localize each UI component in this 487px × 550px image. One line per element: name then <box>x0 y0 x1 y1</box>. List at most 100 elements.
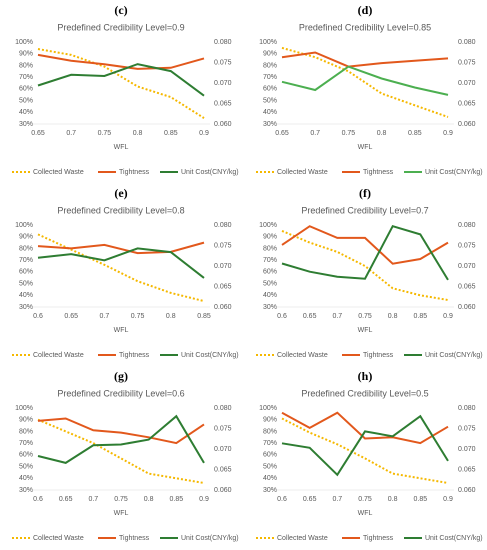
legend-label: Collected Waste <box>33 169 84 176</box>
y2-tick-label: 0.070 <box>214 446 232 453</box>
y2-tick-label: 0.060 <box>458 121 476 128</box>
y-tick-label: 40% <box>263 475 277 482</box>
y2-tick-label: 0.065 <box>214 100 232 107</box>
y-tick-label: 30% <box>263 121 277 128</box>
x-axis-label: WFL <box>358 144 373 151</box>
chart-title: Predefined Credibility Level=0.6 <box>57 388 184 398</box>
y-tick-label: 80% <box>263 245 277 252</box>
y-tick-label: 50% <box>263 463 277 470</box>
y-tick-label: 60% <box>19 452 33 459</box>
x-tick-label: 0.75 <box>342 130 356 137</box>
panel: (g) Predefined Credibility Level=0.6 30% 40… <box>12 369 239 542</box>
x-tick-label: 0.65 <box>303 313 317 320</box>
legend-label: Unit Cost(CNY/kg) <box>425 535 483 542</box>
series-line <box>37 233 205 303</box>
y-tick-label: 90% <box>19 417 33 424</box>
y-tick-label: 50% <box>19 97 33 104</box>
y2-tick-label: 0.060 <box>458 304 476 311</box>
y2-tick-label: 0.080 <box>458 405 476 412</box>
x-tick-label: 0.9 <box>443 313 453 320</box>
y2-tick-label: 0.070 <box>214 263 232 270</box>
series-line <box>281 417 449 484</box>
x-tick-label: 0.8 <box>388 313 398 320</box>
panel: (f) Predefined Credibility Level=0.7 30% 40… <box>256 186 483 359</box>
y-tick-label: 40% <box>19 292 33 299</box>
series-line <box>281 225 449 281</box>
legend-label: Unit Cost(CNY/kg) <box>181 352 239 359</box>
series-line <box>281 411 449 445</box>
y-tick-label: 90% <box>263 417 277 424</box>
y2-tick-label: 0.065 <box>214 466 232 473</box>
x-tick-label: 0.85 <box>170 496 184 503</box>
y-tick-label: 50% <box>19 280 33 287</box>
y-tick-label: 40% <box>263 292 277 299</box>
y2-tick-label: 0.060 <box>214 121 232 128</box>
series-line <box>37 418 205 484</box>
x-tick-label: 0.8 <box>388 496 398 503</box>
y-tick-label: 100% <box>259 39 277 46</box>
legend-label: Unit Cost(CNY/kg) <box>425 352 483 359</box>
x-axis-label: WFL <box>358 327 373 334</box>
y-tick-label: 70% <box>263 440 277 447</box>
y2-tick-label: 0.080 <box>214 39 232 46</box>
panel: (e) Predefined Credibility Level=0.8 30% 40… <box>12 186 239 359</box>
y-tick-label: 90% <box>19 234 33 241</box>
panel-label: (d) <box>358 3 373 17</box>
x-tick-label: 0.6 <box>33 313 43 320</box>
legend-label: Collected Waste <box>277 352 328 359</box>
chart-title: Predefined Credibility Level=0.5 <box>301 388 428 398</box>
panel-label: (f) <box>359 186 371 200</box>
y-tick-label: 70% <box>263 74 277 81</box>
panel-label: (c) <box>114 3 127 17</box>
y2-tick-label: 0.080 <box>214 405 232 412</box>
x-tick-label: 0.75 <box>358 496 372 503</box>
y2-tick-label: 0.080 <box>214 222 232 229</box>
x-tick-label: 0.8 <box>166 313 176 320</box>
y2-tick-label: 0.060 <box>214 304 232 311</box>
legend-label: Unit Cost(CNY/kg) <box>181 169 239 176</box>
x-tick-label: 0.6 <box>277 496 287 503</box>
y-tick-label: 60% <box>19 269 33 276</box>
series-line <box>281 225 449 265</box>
y-tick-label: 60% <box>263 269 277 276</box>
x-axis-label: WFL <box>114 327 129 334</box>
y-tick-label: 60% <box>263 86 277 93</box>
x-tick-label: 0.7 <box>332 496 342 503</box>
y-tick-label: 30% <box>19 487 33 494</box>
series-line <box>37 63 205 97</box>
y-tick-label: 80% <box>19 245 33 252</box>
y-tick-label: 40% <box>19 475 33 482</box>
y2-tick-label: 0.060 <box>458 487 476 494</box>
y-tick-label: 80% <box>263 62 277 69</box>
y2-tick-label: 0.065 <box>214 283 232 290</box>
legend-label: Unit Cost(CNY/kg) <box>425 169 483 176</box>
y2-tick-label: 0.075 <box>214 59 232 66</box>
y-tick-label: 70% <box>19 257 33 264</box>
y-tick-label: 50% <box>263 280 277 287</box>
x-tick-label: 0.65 <box>59 496 73 503</box>
y-tick-label: 40% <box>263 109 277 116</box>
y-tick-label: 80% <box>263 428 277 435</box>
x-tick-label: 0.8 <box>133 130 143 137</box>
y-tick-label: 70% <box>19 74 33 81</box>
x-axis-label: WFL <box>358 510 373 517</box>
chart-title: Predefined Credibility Level=0.7 <box>301 205 428 215</box>
series-line <box>37 241 205 255</box>
x-tick-label: 0.8 <box>377 130 387 137</box>
x-tick-label: 0.75 <box>358 313 372 320</box>
panel-label: (g) <box>114 369 128 383</box>
legend-label: Collected Waste <box>277 169 328 176</box>
x-tick-label: 0.85 <box>414 496 428 503</box>
panel-label: (h) <box>358 369 373 383</box>
legend-label: Tightness <box>363 352 394 359</box>
y2-tick-label: 0.075 <box>214 242 232 249</box>
y-tick-label: 90% <box>263 51 277 58</box>
y2-tick-label: 0.080 <box>458 39 476 46</box>
y-tick-label: 70% <box>263 257 277 264</box>
legend-label: Tightness <box>363 535 394 542</box>
series-line <box>281 65 449 96</box>
y2-tick-label: 0.075 <box>458 242 476 249</box>
y-tick-label: 100% <box>259 405 277 412</box>
x-tick-label: 0.65 <box>31 130 45 137</box>
y-tick-label: 30% <box>263 304 277 311</box>
